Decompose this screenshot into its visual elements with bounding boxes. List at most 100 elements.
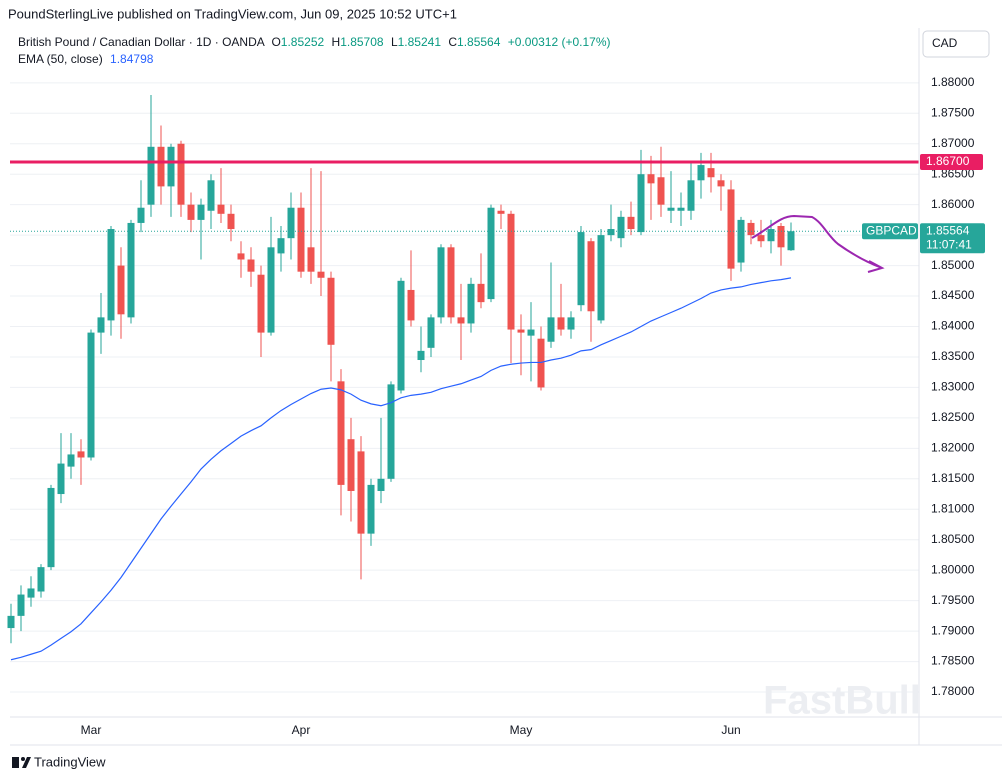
candle-body — [747, 222, 755, 236]
candle-body — [587, 241, 595, 312]
x-tick-label: May — [510, 723, 533, 737]
candle-body — [387, 384, 395, 479]
last-price-label: 1.85564 — [926, 223, 970, 237]
candle-body — [77, 451, 85, 458]
ohlc-value: 1.85241 — [398, 35, 442, 49]
candle-body — [37, 567, 45, 592]
symbol-tag-label: GBPCAD — [866, 223, 917, 237]
candle-body — [527, 329, 535, 336]
candle-body — [537, 338, 545, 388]
candle-body — [597, 235, 605, 321]
y-tick-label: 1.81000 — [931, 501, 975, 515]
candle-body — [667, 207, 675, 211]
price-tag-label: 1.86700 — [926, 154, 970, 168]
symbol-title: British Pound / Canadian Dollar · 1D · O… — [18, 35, 265, 49]
candle-body — [607, 229, 615, 236]
y-tick-label: 1.85000 — [931, 258, 975, 272]
candle-body — [697, 165, 705, 181]
candle-body — [437, 247, 445, 318]
candle-body — [117, 265, 125, 315]
currency[interactable]: CAD — [932, 36, 958, 50]
candle-body — [237, 253, 245, 260]
publisher: PoundSterlingLive published on TradingVi… — [8, 6, 457, 21]
candle-body — [317, 271, 325, 278]
ohlc-label: O — [271, 35, 280, 49]
legend-main: British Pound / Canadian Dollar · 1D · O… — [18, 35, 611, 49]
candle-body — [407, 289, 415, 321]
candle-body — [427, 317, 435, 348]
candle-body — [547, 317, 555, 342]
candle-body — [287, 207, 295, 239]
y-tick-label: 1.87500 — [931, 105, 975, 119]
last-price-tag — [920, 223, 985, 254]
candle-body — [57, 463, 65, 495]
candle-body — [347, 439, 355, 491]
y-tick-label: 1.82500 — [931, 410, 975, 424]
y-tick-label: 1.78500 — [931, 654, 975, 668]
candle-body — [497, 210, 505, 214]
candle-body — [147, 146, 155, 205]
y-tick-label: 1.80500 — [931, 532, 975, 546]
candle-body — [307, 247, 315, 272]
candle-body — [27, 588, 35, 598]
y-tick-label: 1.87000 — [931, 136, 975, 150]
watermark: FastBull — [763, 679, 921, 723]
drawn-arrow — [751, 214, 885, 273]
candle-body — [457, 317, 465, 324]
candle-body — [367, 484, 375, 534]
candle-body — [187, 204, 195, 220]
legend-ema: EMA (50, close) 1.84798 — [18, 52, 154, 66]
candle-body — [737, 219, 745, 263]
candle-body — [677, 207, 685, 211]
ohlc-value: 1.85708 — [340, 35, 384, 49]
candle-body — [577, 232, 585, 306]
candle-body — [7, 615, 15, 629]
candle-body — [97, 317, 105, 333]
candle-body — [87, 332, 95, 458]
y-tick-label: 1.84000 — [931, 319, 975, 333]
y-tick-label: 1.78000 — [931, 684, 975, 698]
y-tick-label: 1.83500 — [931, 349, 975, 363]
candle-body — [517, 329, 525, 333]
ohlc-label: L — [391, 35, 398, 49]
currency-box[interactable] — [922, 30, 990, 58]
candle-body — [127, 222, 135, 318]
candle-body — [617, 216, 625, 239]
axes: 1.78000 1.78500 1.79000 1.79500 1.80000 1.805… — [81, 75, 985, 737]
y-tick-label: 1.79000 — [931, 623, 975, 637]
ema-value: 1.84798 — [110, 52, 154, 66]
ema-name: EMA (50, close) — [18, 52, 103, 66]
candle-body — [487, 207, 495, 300]
candle-body — [327, 277, 335, 345]
y-tick-label: 1.79500 — [931, 593, 975, 607]
candle-body — [67, 454, 75, 467]
symbol-tag — [862, 223, 918, 240]
candle-body — [447, 247, 455, 318]
y-tick-label: 1.88000 — [931, 75, 975, 89]
candle-body — [107, 229, 115, 321]
x-tick-label: Mar — [81, 723, 102, 737]
ohlc-label: C — [448, 35, 457, 49]
candle-body — [647, 174, 655, 184]
countdown: 11:07:41 — [926, 237, 972, 251]
candle-body — [757, 235, 765, 242]
y-tick-label: 1.80000 — [931, 562, 975, 576]
plot — [7, 95, 919, 661]
price-tag — [920, 154, 983, 171]
candle-body — [17, 594, 25, 616]
candle-body — [267, 247, 275, 333]
candle-body — [297, 207, 305, 272]
y-tick-label: 1.81500 — [931, 471, 975, 485]
candle-body — [567, 317, 575, 330]
candle-body — [137, 207, 145, 223]
candle-body — [47, 487, 55, 568]
candle-body — [177, 143, 185, 205]
candle-body — [337, 381, 345, 485]
change: +0.00312 (+0.17%) — [508, 35, 611, 49]
candle-body — [377, 478, 385, 491]
x-tick-label: Jun — [721, 723, 740, 737]
candle-body — [717, 180, 725, 187]
ohlc-value: 1.85564 — [457, 35, 501, 49]
